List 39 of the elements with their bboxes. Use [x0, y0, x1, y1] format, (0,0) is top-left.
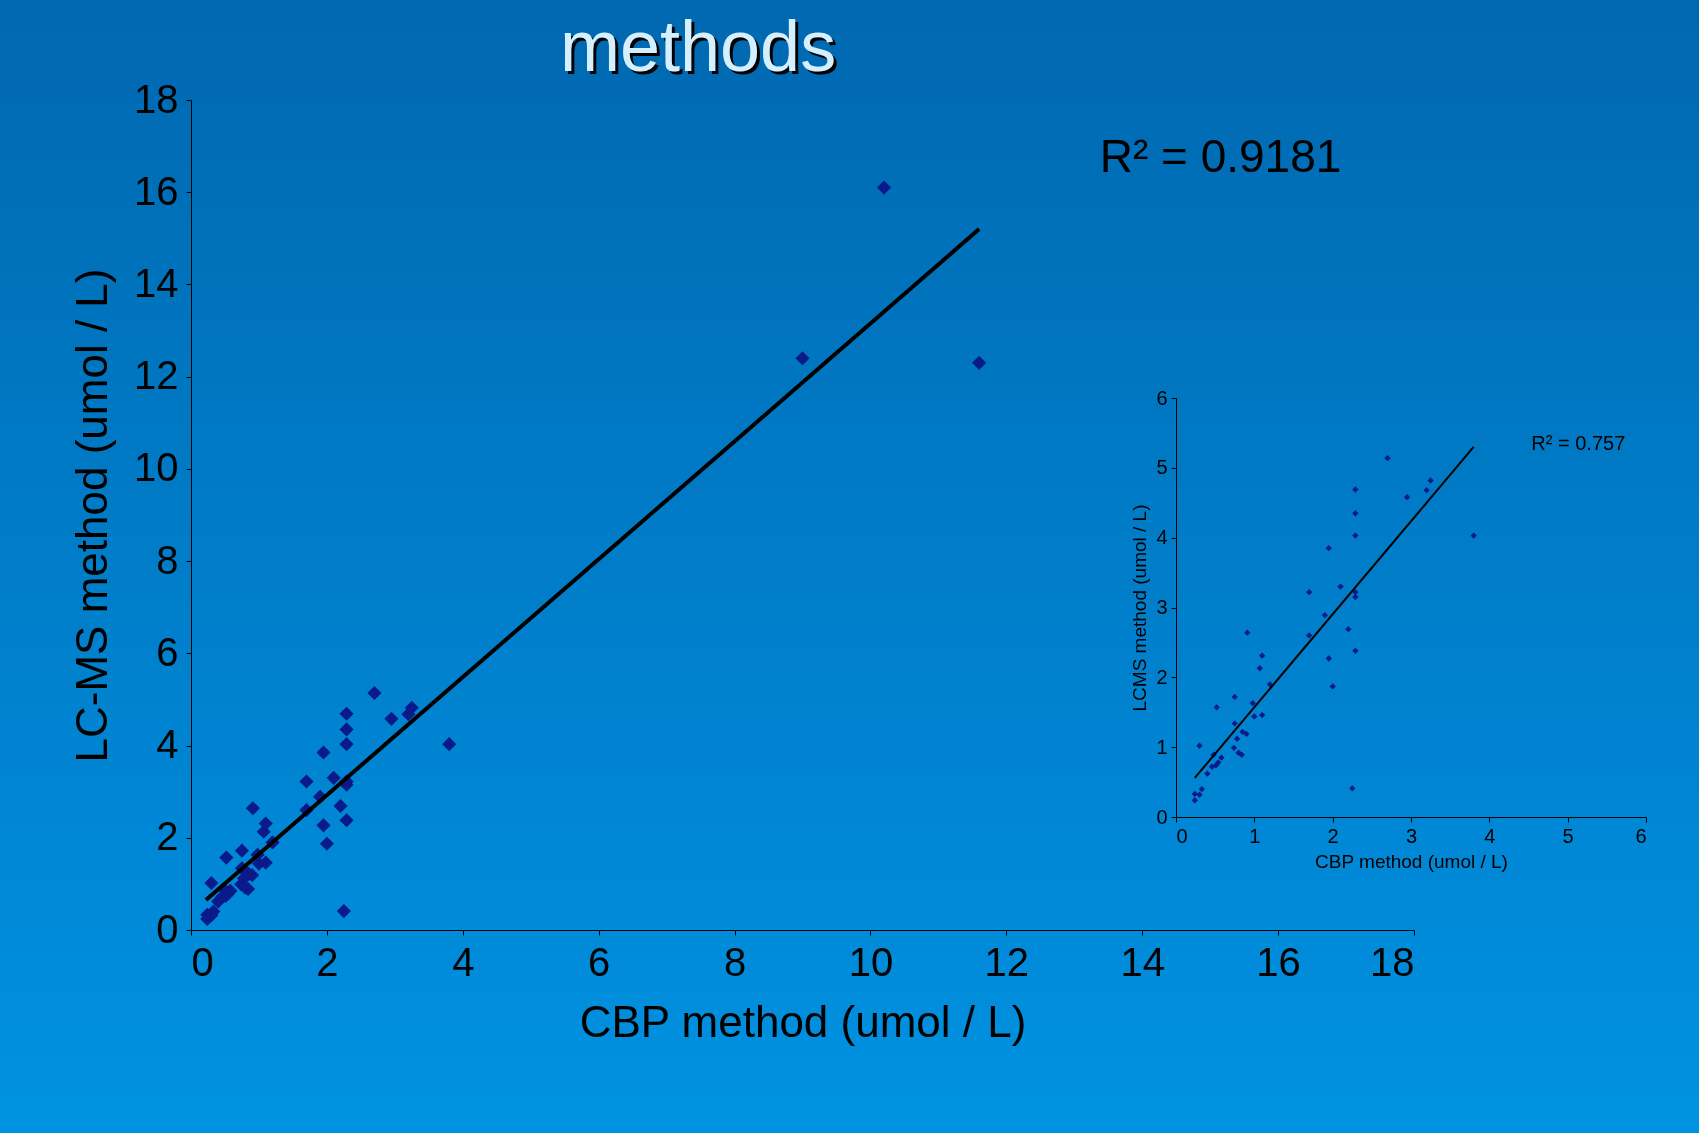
x-tick-label: 6 [1635, 824, 1647, 847]
y-tick-label: 10 [134, 445, 179, 490]
y-tick-label: 4 [1156, 526, 1168, 549]
x-tick-label: 2 [316, 939, 339, 984]
annotation: R² = 0.757 [1531, 432, 1626, 455]
y-tick-label: 0 [156, 906, 179, 951]
x-tick-label: 5 [1562, 824, 1574, 847]
x-tick-label: 8 [723, 939, 747, 984]
x-tick-label: 0 [191, 939, 214, 984]
y-tick-label: 14 [134, 260, 179, 305]
x-tick-label: 4 [452, 939, 475, 984]
x-tick-label: 18 [1370, 939, 1415, 984]
y-axis-title: LCMS method (umol / L) [1129, 504, 1151, 712]
x-tick-label: 3 [1405, 824, 1418, 847]
x-axis-title: CBP method (umol / L) [1315, 850, 1508, 872]
y-tick-label: 6 [156, 629, 179, 674]
y-tick-label: 6 [1156, 386, 1168, 409]
y-tick-label: 16 [134, 168, 179, 213]
y-tick-label: 1 [1156, 735, 1168, 758]
y-tick-label: 2 [1156, 665, 1168, 688]
chart-title: methods [560, 5, 837, 88]
y-tick-label: 4 [156, 722, 179, 767]
y-tick-label: 8 [156, 537, 179, 582]
x-tick-label: 12 [984, 939, 1030, 984]
y-tick-label: 5 [1156, 456, 1168, 479]
x-tick-label: 6 [588, 939, 611, 984]
y-tick-label: 12 [134, 353, 179, 398]
x-tick-label: 0 [1176, 824, 1188, 847]
x-tick-label: 10 [848, 939, 894, 984]
y-tick-label: 0 [1156, 805, 1168, 828]
x-tick-label: 2 [1327, 824, 1339, 847]
y-tick-label: 3 [1156, 596, 1168, 618]
annotation: R² = 0.9181 [1099, 130, 1342, 183]
x-axis-title: CBP method (umol / L) [579, 996, 1027, 1046]
x-tick-label: 16 [1256, 939, 1301, 984]
y-axis-title: LC-MS method (umol / L) [67, 268, 117, 763]
y-tick-label: 18 [134, 76, 179, 121]
x-tick-label: 1 [1249, 824, 1261, 847]
x-tick-label: 4 [1484, 824, 1496, 847]
